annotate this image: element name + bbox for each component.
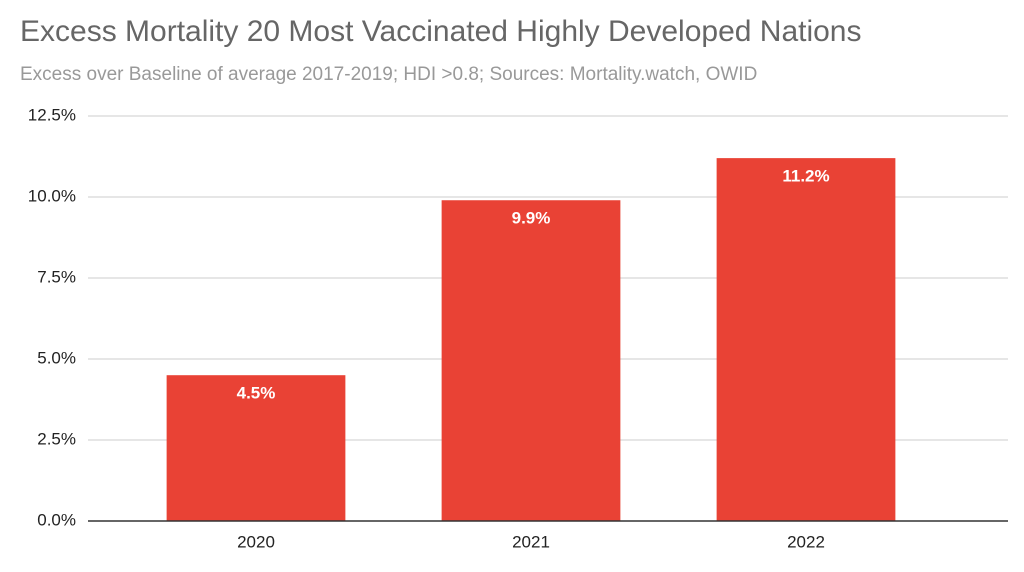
y-tick-label: 12.5% (28, 105, 76, 124)
value-label: 9.9% (512, 209, 551, 228)
y-tick-label: 7.5% (37, 267, 76, 286)
x-tick-label: 2021 (512, 532, 550, 551)
chart-subtitle: Excess over Baseline of average 2017-201… (20, 64, 757, 85)
bar (716, 158, 896, 521)
y-tick-label: 5.0% (37, 348, 76, 367)
x-tick-label: 2022 (787, 532, 825, 551)
y-tick-label: 2.5% (37, 429, 76, 448)
x-tick-label: 2020 (237, 532, 275, 551)
chart-title: Excess Mortality 20 Most Vaccinated High… (20, 15, 862, 48)
bar (441, 200, 621, 522)
bar (166, 375, 346, 521)
y-tick-label: 10.0% (28, 186, 76, 205)
value-label: 4.5% (237, 384, 276, 403)
value-label: 11.2% (782, 167, 829, 186)
y-tick-label: 0.0% (37, 510, 76, 529)
